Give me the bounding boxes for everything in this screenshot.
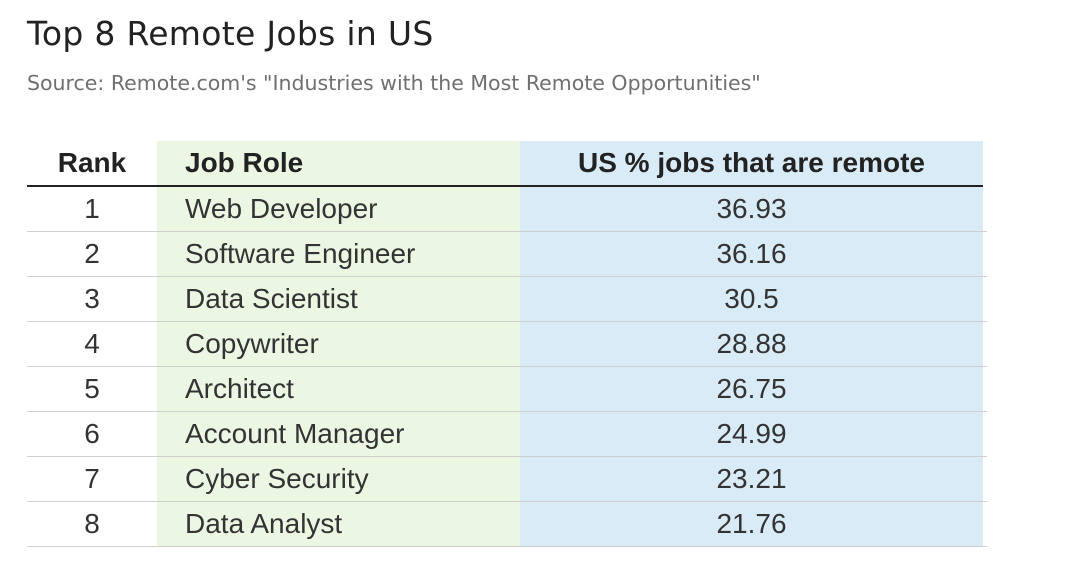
remote-jobs-table: Rank Job Role US % jobs that are remote …	[27, 141, 987, 547]
cell-remote-percent: 36.93	[520, 186, 983, 232]
cell-rank: 1	[27, 186, 157, 232]
cell-job-role: Data Analyst	[157, 501, 520, 547]
cell-rank: 7	[27, 456, 157, 502]
row-spacer	[983, 276, 987, 322]
cell-remote-percent: 24.99	[520, 411, 983, 457]
table-row: 6 Account Manager 24.99	[27, 411, 987, 457]
cell-job-role: Account Manager	[157, 411, 520, 457]
cell-job-role: Web Developer	[157, 186, 520, 232]
table-row: 7 Cyber Security 23.21	[27, 456, 987, 502]
cell-remote-percent: 21.76	[520, 501, 983, 547]
table-row: 3 Data Scientist 30.5	[27, 276, 987, 322]
row-spacer	[983, 501, 987, 547]
table-row: 2 Software Engineer 36.16	[27, 231, 987, 277]
cell-job-role: Architect	[157, 366, 520, 412]
header-rank: Rank	[27, 141, 157, 187]
header-job-role: Job Role	[157, 141, 520, 187]
table-row: 5 Architect 26.75	[27, 366, 987, 412]
row-spacer	[983, 321, 987, 367]
header-spacer	[983, 141, 987, 186]
cell-job-role: Data Scientist	[157, 276, 520, 322]
cell-job-role: Copywriter	[157, 321, 520, 367]
cell-rank: 2	[27, 231, 157, 277]
data-table: Rank Job Role US % jobs that are remote …	[27, 141, 987, 547]
table-row: 8 Data Analyst 21.76	[27, 501, 987, 547]
header-row: Rank Job Role US % jobs that are remote	[27, 141, 987, 187]
table-body: 1 Web Developer 36.93 2 Software Engineer 36.…	[27, 186, 987, 547]
row-spacer	[983, 231, 987, 277]
header-remote-percent: US % jobs that are remote	[520, 141, 983, 187]
cell-rank: 4	[27, 321, 157, 367]
cell-job-role: Cyber Security	[157, 456, 520, 502]
chart-subtitle: Source: Remote.com's "Industries with th…	[27, 71, 761, 95]
cell-remote-percent: 28.88	[520, 321, 983, 367]
cell-remote-percent: 23.21	[520, 456, 983, 502]
cell-remote-percent: 26.75	[520, 366, 983, 412]
chart-title: Top 8 Remote Jobs in US	[27, 14, 434, 53]
row-spacer	[983, 186, 987, 232]
cell-remote-percent: 30.5	[520, 276, 983, 322]
cell-rank: 6	[27, 411, 157, 457]
table-row: 1 Web Developer 36.93	[27, 186, 987, 232]
cell-rank: 5	[27, 366, 157, 412]
cell-rank: 3	[27, 276, 157, 322]
cell-job-role: Software Engineer	[157, 231, 520, 277]
cell-rank: 8	[27, 501, 157, 547]
table-header: Rank Job Role US % jobs that are remote	[27, 141, 987, 187]
cell-remote-percent: 36.16	[520, 231, 983, 277]
table-row: 4 Copywriter 28.88	[27, 321, 987, 367]
row-spacer	[983, 456, 987, 502]
row-spacer	[983, 366, 987, 412]
row-spacer	[983, 411, 987, 457]
